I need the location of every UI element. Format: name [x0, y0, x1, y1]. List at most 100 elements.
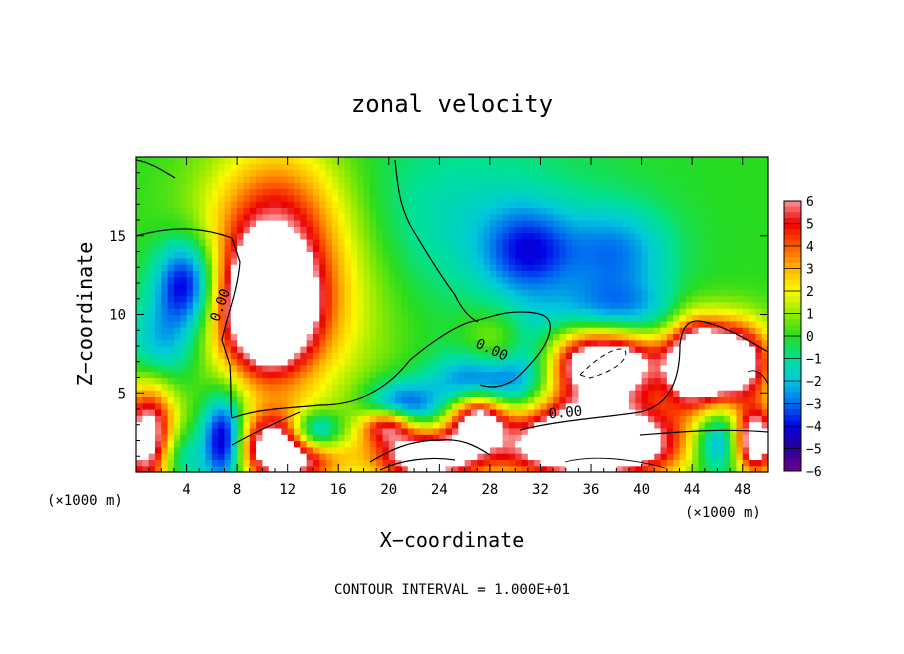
- field-cell: [350, 226, 358, 234]
- field-cell: [161, 207, 169, 215]
- field-cell: [148, 415, 156, 423]
- field-cell: [679, 295, 687, 303]
- field-cell: [452, 427, 459, 435]
- field-cell: [704, 339, 712, 347]
- field-cell: [578, 301, 586, 309]
- field-cell: [268, 270, 276, 278]
- field-cell: [628, 289, 636, 297]
- field-cell: [312, 402, 320, 410]
- field-cell: [281, 421, 289, 429]
- field-cell: [268, 459, 276, 467]
- field-cell: [603, 358, 611, 366]
- field-cell: [502, 396, 510, 404]
- field-cell: [483, 257, 491, 265]
- field-cell: [698, 276, 706, 284]
- field-cell: [192, 283, 200, 290]
- field-cell: [452, 289, 459, 297]
- field-cell: [230, 346, 238, 353]
- field-cell: [673, 390, 681, 397]
- field-cell: [723, 182, 731, 190]
- field-cell: [148, 371, 156, 379]
- field-cell: [369, 194, 377, 202]
- field-cell: [395, 245, 403, 253]
- field-cell: [256, 163, 263, 171]
- field-cell: [527, 396, 535, 404]
- field-cell: [559, 226, 567, 234]
- field-cell: [205, 320, 213, 328]
- field-cell: [312, 194, 320, 202]
- field-cell: [616, 402, 624, 410]
- field-cell: [610, 169, 617, 177]
- field-cell: [704, 383, 712, 391]
- field-cell: [755, 232, 763, 240]
- field-cell: [218, 226, 226, 234]
- field-cell: [647, 289, 655, 297]
- field-cell: [578, 182, 586, 190]
- field-cell: [218, 257, 226, 265]
- field-cell: [357, 232, 365, 240]
- field-cell: [508, 320, 516, 328]
- field-cell: [243, 358, 251, 366]
- field-cell: [654, 188, 662, 196]
- field-cell: [439, 175, 447, 183]
- field-cell: [660, 213, 668, 221]
- field-cell: [142, 157, 150, 164]
- field-cell: [685, 346, 693, 353]
- field-cell: [736, 276, 744, 284]
- field-cell: [654, 371, 662, 379]
- field-cell: [192, 238, 200, 246]
- field-cell: [325, 314, 333, 322]
- field-cell: [439, 352, 447, 360]
- field-cell: [369, 427, 377, 435]
- field-cell: [256, 364, 263, 372]
- field-cell: [312, 257, 320, 265]
- field-cell: [489, 270, 497, 278]
- field-cell: [521, 264, 529, 271]
- field-cell: [723, 377, 731, 385]
- field-cell: [502, 346, 510, 353]
- field-cell: [496, 327, 504, 334]
- field-cell: [654, 446, 662, 454]
- field-cell: [628, 188, 636, 196]
- field-cell: [515, 220, 523, 227]
- field-cell: [211, 465, 219, 472]
- field-cell: [445, 396, 453, 404]
- field-cell: [749, 465, 756, 472]
- field-cell: [502, 371, 510, 379]
- field-cell: [458, 194, 466, 202]
- field-cell: [268, 157, 276, 164]
- field-cell: [388, 415, 396, 423]
- field-cell: [597, 245, 605, 253]
- field-cell: [458, 251, 466, 259]
- field-cell: [319, 371, 327, 379]
- field-cell: [742, 257, 750, 265]
- field-cell: [243, 352, 251, 360]
- field-cell: [597, 270, 605, 278]
- field-cell: [736, 270, 744, 278]
- field-cell: [572, 358, 579, 366]
- field-cell: [616, 333, 624, 341]
- field-cell: [489, 333, 497, 341]
- field-cell: [717, 213, 725, 221]
- field-cell: [363, 409, 371, 416]
- field-cell: [300, 251, 308, 259]
- field-cell: [603, 194, 611, 202]
- field-cell: [142, 163, 150, 171]
- field-cell: [565, 232, 573, 240]
- field-cell: [154, 390, 162, 397]
- field-cell: [243, 339, 251, 347]
- field-cell: [711, 276, 719, 284]
- field-cell: [369, 440, 377, 448]
- field-cell: [325, 163, 333, 171]
- field-cell: [420, 465, 428, 472]
- field-cell: [553, 459, 561, 467]
- field-cell: [243, 390, 251, 397]
- field-cell: [635, 453, 643, 460]
- field-cell: [452, 295, 459, 303]
- field-cell: [275, 276, 282, 284]
- field-cell: [452, 213, 459, 221]
- field-cell: [262, 283, 270, 290]
- field-cell: [521, 270, 529, 278]
- field-cell: [363, 207, 371, 215]
- field-cell: [211, 226, 219, 234]
